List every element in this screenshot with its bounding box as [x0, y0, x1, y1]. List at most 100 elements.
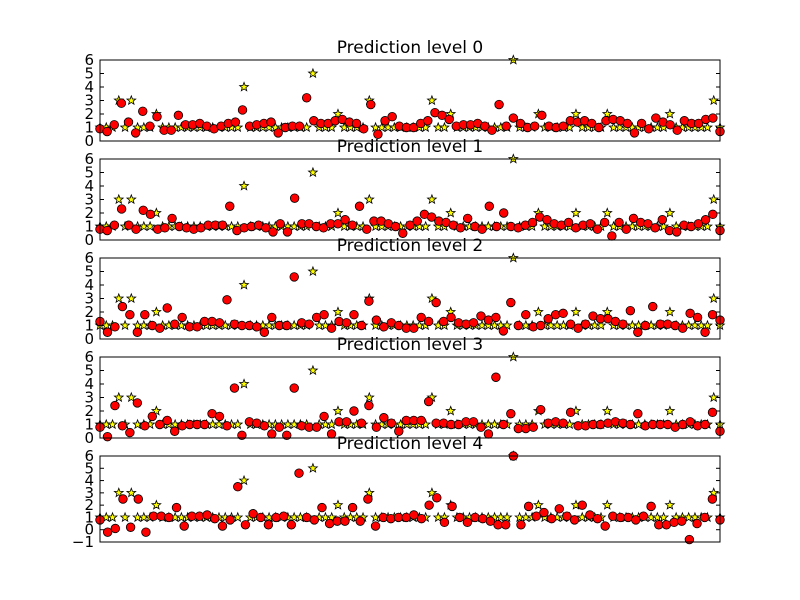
circle-marker: [646, 501, 656, 512]
circle-marker: [423, 116, 433, 126]
circle-marker: [304, 319, 314, 329]
circle-marker: [569, 515, 580, 525]
circle-marker: [110, 322, 120, 332]
y-tick-label: 6: [84, 51, 94, 69]
circle-marker: [110, 523, 121, 534]
circle-marker: [125, 310, 135, 320]
axes-frame: [99, 455, 721, 543]
circle-marker: [487, 125, 497, 135]
star-marker: [708, 391, 720, 403]
circle-marker: [455, 512, 465, 523]
circle-marker: [607, 231, 617, 241]
star-marker: [125, 94, 137, 106]
circle-marker: [279, 511, 289, 521]
circle-marker: [608, 511, 618, 521]
star-marker: [702, 121, 713, 133]
circle-marker: [476, 422, 486, 432]
circle-marker: [633, 409, 643, 419]
circle-marker: [267, 312, 277, 323]
circle-marker: [476, 311, 486, 321]
chart-title: Prediction level 4: [337, 434, 484, 454]
star-marker: [150, 499, 162, 510]
circle-marker: [470, 512, 480, 523]
circle-marker: [371, 422, 382, 432]
circle-marker: [275, 219, 285, 229]
circle-marker: [282, 430, 292, 441]
circle-marker: [386, 513, 396, 524]
circle-marker: [621, 224, 631, 234]
y-tick-label: 1: [84, 218, 94, 236]
star-marker: [445, 405, 457, 416]
star-marker: [501, 511, 513, 523]
circle-marker: [485, 516, 496, 526]
circle-marker: [164, 512, 174, 523]
circle-marker: [109, 120, 119, 130]
circle-marker: [162, 415, 172, 426]
circle-marker: [640, 320, 651, 331]
circle-marker: [160, 223, 170, 233]
circle-marker: [263, 520, 274, 530]
y-tick-label: 1: [84, 416, 94, 434]
circle-marker: [266, 117, 276, 127]
y-tick-label: 4: [84, 78, 94, 96]
circle-marker: [131, 224, 141, 234]
star-marker: [332, 108, 344, 119]
circle-marker: [643, 219, 653, 229]
star-marker: [307, 166, 319, 178]
circle-marker: [225, 201, 235, 211]
circle-marker: [123, 117, 134, 127]
star-marker: [426, 292, 438, 304]
chart-title: Prediction level 0: [337, 38, 484, 58]
circle-marker: [130, 128, 141, 138]
y-tick-label: 2: [84, 204, 94, 222]
circle-marker: [289, 272, 299, 282]
circle-marker: [516, 520, 526, 530]
circle-marker: [650, 223, 660, 233]
circle-marker: [341, 318, 352, 328]
circle-marker: [444, 114, 454, 125]
circle-marker: [677, 516, 687, 526]
circle-marker: [537, 110, 547, 121]
circle-marker: [301, 93, 312, 103]
circle-marker: [539, 507, 549, 518]
circle-marker: [636, 118, 647, 129]
circle-marker: [102, 527, 113, 537]
circle-marker: [125, 427, 135, 438]
circle-marker: [542, 215, 552, 225]
circle-marker: [349, 310, 359, 320]
y-tick-label: 0: [84, 429, 94, 447]
circle-marker: [390, 221, 401, 232]
circle-marker: [364, 400, 374, 411]
star-marker: [363, 391, 375, 403]
circle-marker: [629, 128, 640, 138]
star-marker: [570, 108, 582, 119]
circle-marker: [468, 318, 479, 328]
star-marker: [332, 207, 344, 218]
circle-marker: [145, 209, 156, 220]
star-marker: [570, 207, 582, 218]
circle-marker: [317, 502, 327, 513]
circle-marker: [614, 217, 624, 228]
star-marker: [332, 499, 344, 510]
circle-marker: [167, 213, 177, 224]
circle-marker: [432, 493, 442, 503]
star-marker: [601, 207, 613, 218]
circle-marker: [354, 201, 365, 211]
y-tick-label: 2: [84, 402, 94, 420]
circle-marker: [319, 310, 329, 320]
circle-marker: [412, 216, 422, 226]
star-marker: [113, 193, 125, 205]
circle-marker: [536, 404, 546, 415]
y-tick-label: 5: [84, 459, 94, 477]
data-points: [94, 450, 726, 545]
circle-marker: [424, 500, 434, 510]
circle-marker: [618, 319, 628, 329]
circle-marker: [102, 126, 112, 137]
circle-marker: [633, 327, 643, 337]
star-marker: [307, 265, 319, 277]
circle-marker: [558, 418, 568, 428]
circle-marker: [116, 98, 127, 108]
circle-marker: [248, 509, 258, 519]
circle-marker: [692, 312, 703, 323]
circle-marker: [289, 383, 299, 393]
